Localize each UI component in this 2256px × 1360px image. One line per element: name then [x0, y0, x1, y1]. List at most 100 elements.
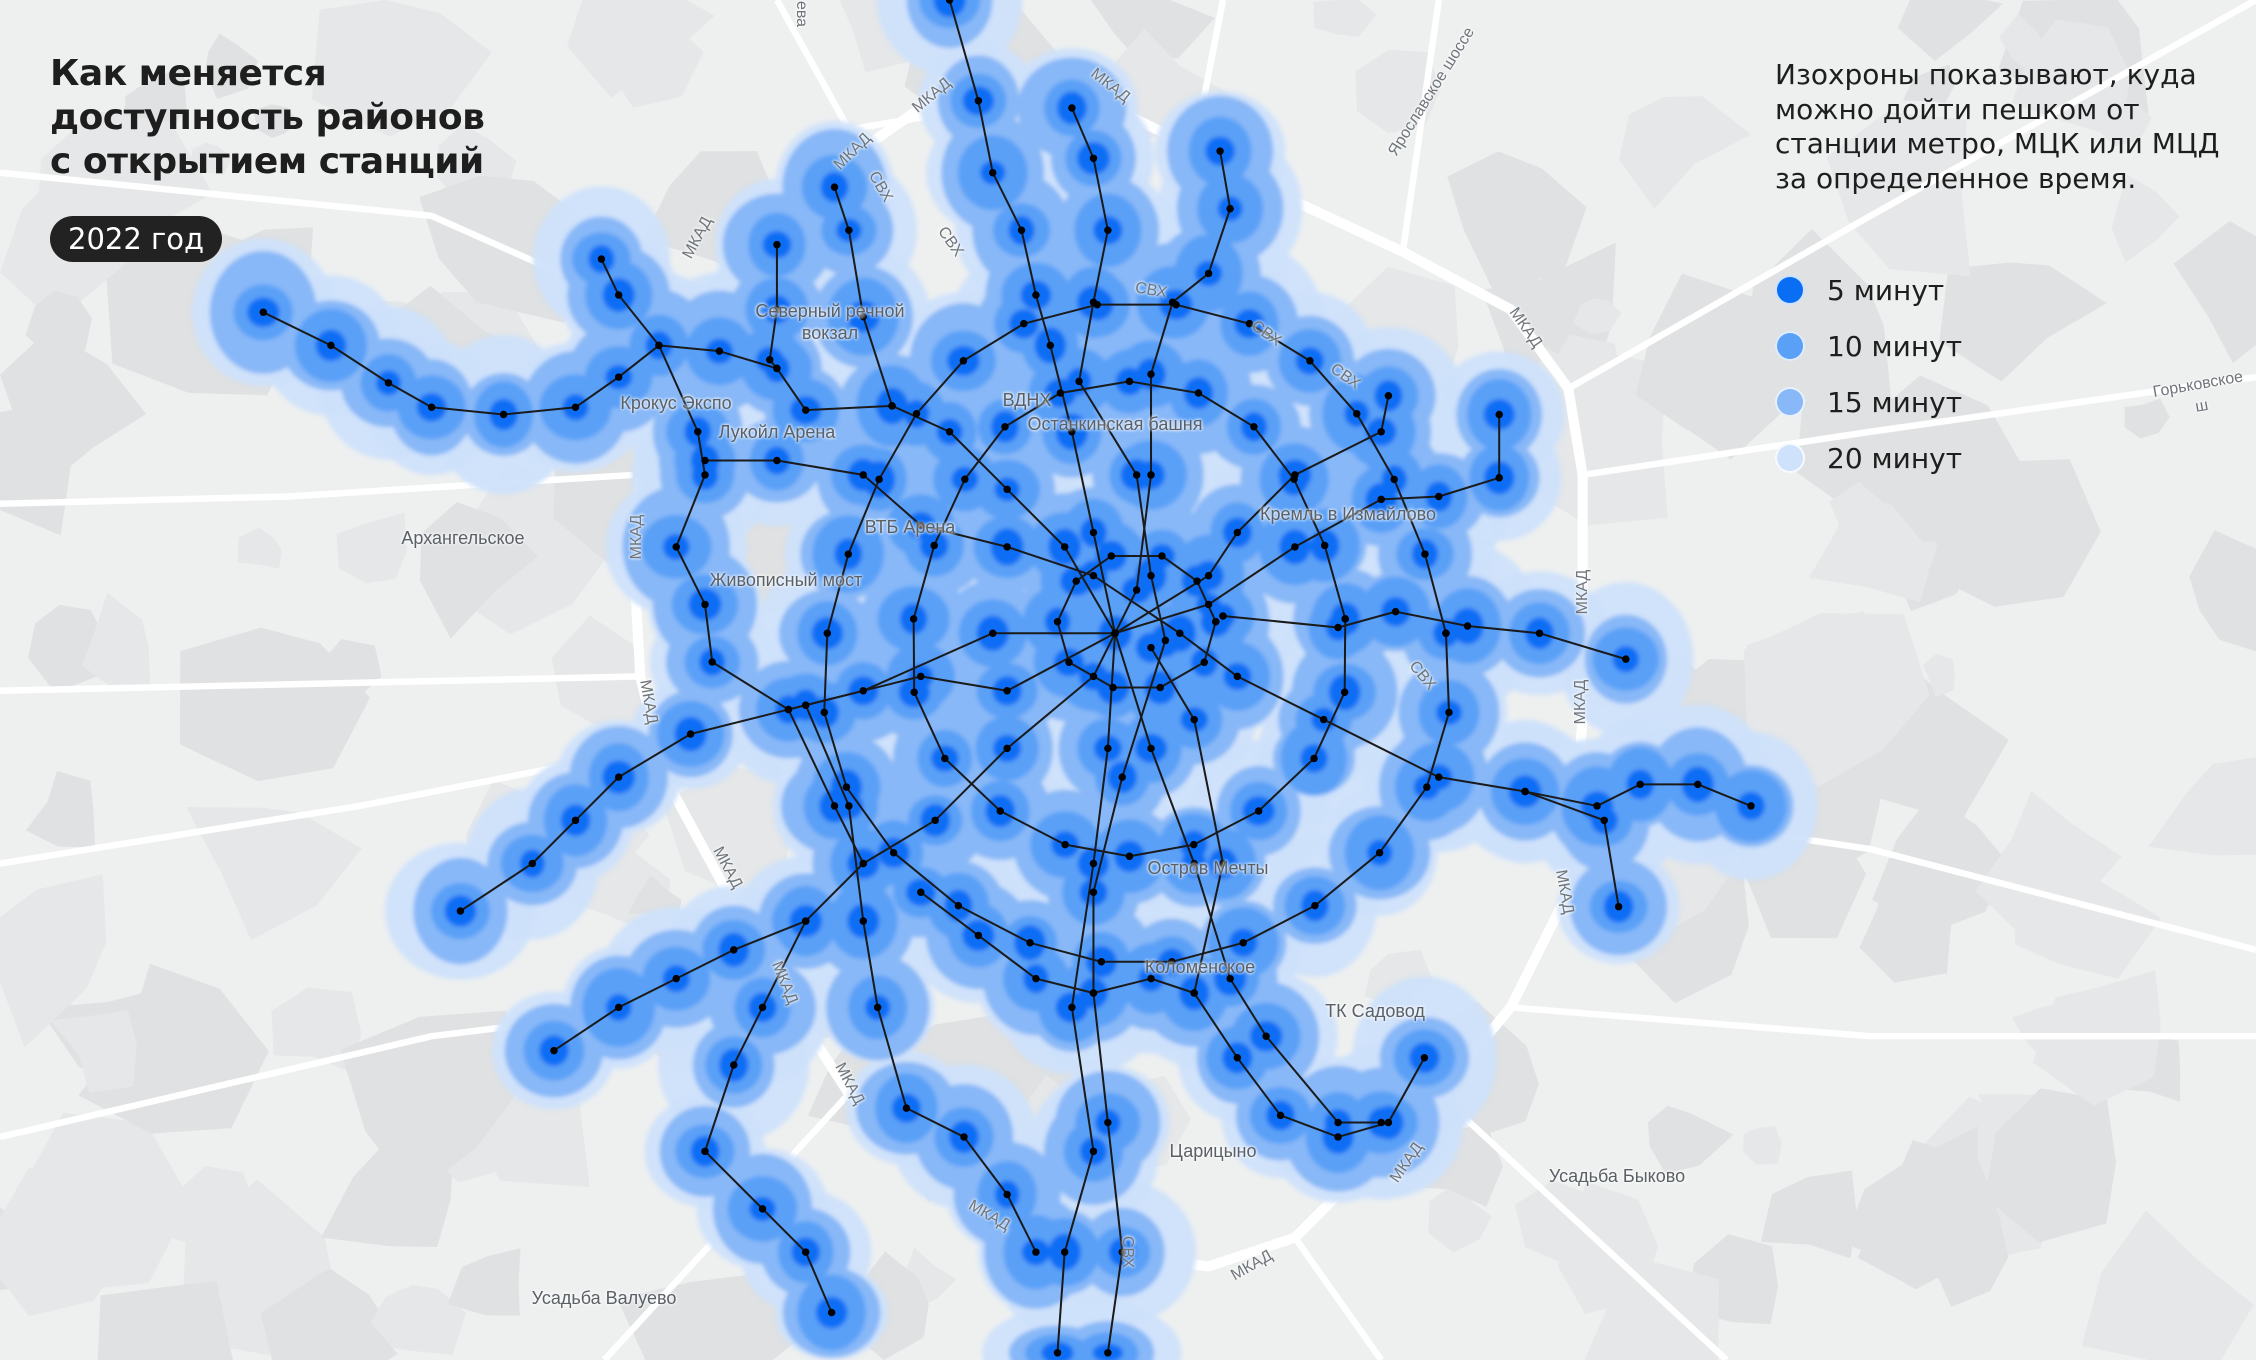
- station-dot: [1636, 780, 1644, 789]
- station-dot: [1053, 617, 1062, 626]
- land-patch: [1975, 790, 2122, 942]
- station-dot: [773, 240, 781, 249]
- station-dot: [1290, 475, 1298, 483]
- station-dot: [1694, 780, 1702, 789]
- station-dot: [614, 373, 623, 381]
- station-dot: [672, 543, 680, 551]
- station-dot: [1125, 852, 1134, 861]
- station-dot: [1089, 1147, 1098, 1156]
- station-dot: [1068, 1003, 1076, 1012]
- station-dot: [1190, 840, 1198, 849]
- land-patch: [186, 807, 362, 941]
- station-dot: [571, 816, 580, 825]
- station-dot: [845, 802, 853, 810]
- station-dot: [1107, 552, 1116, 560]
- land-patch: [1635, 273, 1761, 431]
- station-dot: [1001, 422, 1009, 431]
- station-dot: [1061, 840, 1069, 849]
- station-dot: [701, 471, 709, 479]
- station-dot: [889, 848, 898, 857]
- station-dot: [1204, 571, 1213, 580]
- title-line: доступность районов: [50, 97, 485, 138]
- land-patch: [1922, 653, 1955, 698]
- station-dot: [859, 471, 868, 479]
- station-dot: [842, 783, 851, 791]
- station-dot: [945, 428, 954, 436]
- station-dot: [1032, 974, 1040, 983]
- station-dot: [1068, 104, 1076, 112]
- land-patch: [0, 874, 107, 1048]
- station-dot: [859, 312, 868, 321]
- station-dot: [1341, 615, 1349, 623]
- station-dot: [1384, 1118, 1393, 1127]
- page-title: Как меняется доступность районов с откры…: [50, 52, 485, 184]
- legend-swatch-icon: [1775, 387, 1805, 417]
- station-dot: [1216, 147, 1224, 155]
- land-patch: [1897, 0, 2003, 61]
- land-patch: [1902, 64, 1955, 104]
- station-dot: [1276, 1111, 1285, 1120]
- station-dot: [694, 428, 702, 436]
- station-dot: [1747, 802, 1755, 810]
- station-dot: [708, 658, 716, 666]
- station-dot: [1375, 848, 1384, 857]
- station-dot: [827, 1308, 836, 1317]
- station-dot: [427, 403, 436, 412]
- transit-line: [833, 186, 893, 407]
- station-dot: [1147, 643, 1155, 652]
- land-patch: [551, 615, 644, 730]
- station-dot: [859, 917, 868, 925]
- station-dot: [1056, 389, 1065, 397]
- isochrone-area: [933, 0, 966, 18]
- station-dot: [917, 521, 925, 530]
- station-dot: [1254, 807, 1263, 815]
- land-patch: [25, 770, 95, 848]
- station-dot: [996, 807, 1004, 815]
- station-dot: [1075, 377, 1083, 386]
- land-patch: [1584, 1256, 1720, 1360]
- station-dot: [801, 406, 810, 414]
- station-dot: [830, 802, 839, 810]
- land-patch: [0, 1166, 135, 1317]
- station-dot: [974, 96, 983, 105]
- station-dot: [758, 1003, 767, 1012]
- station-dot: [1109, 683, 1117, 692]
- station-dot: [1233, 528, 1242, 537]
- station-dot: [1104, 1349, 1112, 1357]
- stations: [259, 0, 1755, 1357]
- land-patch: [1355, 49, 1440, 134]
- legend-swatch-icon: [1775, 331, 1805, 361]
- legend-label: 5 минут: [1827, 273, 1945, 307]
- station-dot: [1118, 773, 1126, 781]
- station-dot: [1245, 319, 1254, 328]
- land-patch: [78, 963, 269, 1134]
- station-dot: [1168, 958, 1176, 966]
- station-dot: [1421, 550, 1429, 558]
- land-patch: [159, 1166, 256, 1248]
- station-dot: [686, 730, 695, 738]
- land-patch: [1447, 151, 1587, 289]
- station-dot: [701, 600, 709, 609]
- station-dot: [1003, 543, 1011, 551]
- station-dot: [1089, 888, 1098, 897]
- station-dot: [1226, 974, 1234, 983]
- station-dot: [845, 226, 853, 235]
- station-dot: [1089, 571, 1098, 580]
- station-dot: [1194, 389, 1203, 397]
- station-dot: [1172, 300, 1180, 309]
- station-dot: [259, 308, 268, 317]
- description-text: Изохроны показывают, куда можно дойти пе…: [1775, 58, 2220, 195]
- station-dot: [1060, 1248, 1069, 1256]
- highway-road: [0, 673, 641, 695]
- land-patch: [340, 1010, 515, 1196]
- station-dot: [766, 356, 774, 364]
- transit-line: [920, 891, 1195, 995]
- station-dot: [384, 379, 393, 387]
- station-dot: [614, 1003, 623, 1012]
- station-dot: [1435, 492, 1443, 501]
- station-dot: [1125, 377, 1134, 386]
- station-dot: [1104, 744, 1112, 753]
- station-dot: [1384, 392, 1393, 400]
